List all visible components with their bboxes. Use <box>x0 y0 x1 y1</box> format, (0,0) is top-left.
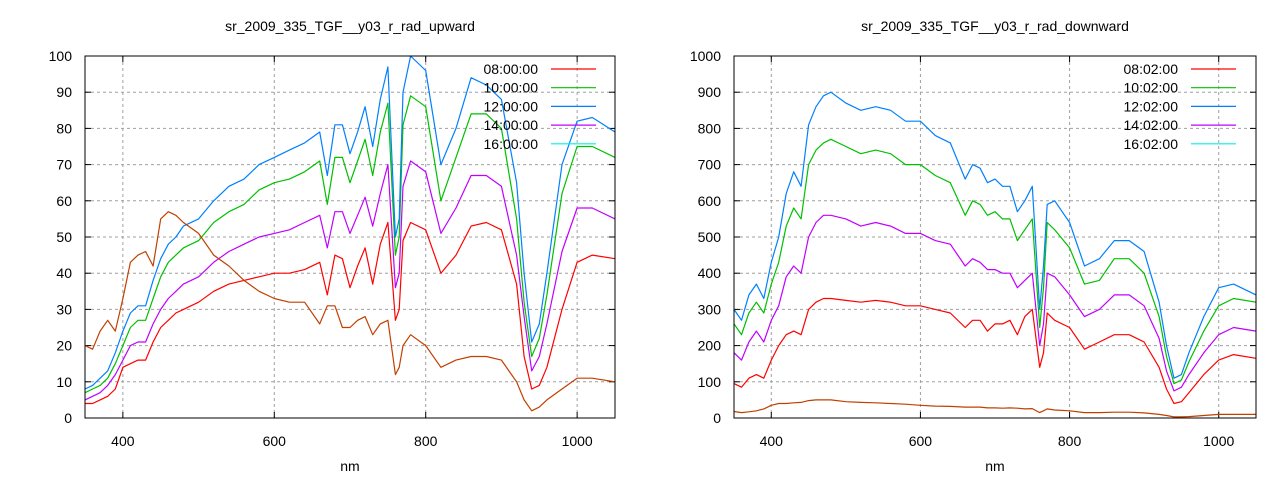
legend-label: 10:02:00 <box>1124 80 1179 96</box>
y-tick-label: 1000 <box>690 48 721 64</box>
legend-label: 10:00:00 <box>484 80 539 96</box>
y-tick-label: 80 <box>56 120 72 136</box>
series-line-140000 <box>84 160 616 401</box>
y-tick-label: 20 <box>56 338 72 354</box>
y-tick-label: 10 <box>56 374 72 390</box>
y-tick-label: 900 <box>698 84 722 100</box>
series-line-120000 <box>84 55 616 390</box>
y-tick-label: 800 <box>698 120 722 136</box>
y-tick-label: 200 <box>698 338 722 354</box>
legend-label: 14:00:00 <box>484 117 539 133</box>
plot-panel-1: 0 100 200 300 400 500 600 700 800 900 1000 400 600 80… <box>690 18 1257 474</box>
x-tick-label: 800 <box>1058 433 1082 449</box>
y-tick-label: 300 <box>698 301 722 317</box>
legend-label: 12:02:00 <box>1124 98 1179 114</box>
legend-label: 08:02:00 <box>1124 61 1179 77</box>
y-tick-label: 90 <box>56 84 72 100</box>
y-tick-label: 40 <box>56 265 72 281</box>
legend-label: 16:02:00 <box>1124 136 1179 152</box>
legend-label: 16:00:00 <box>484 136 539 152</box>
chart-title: sr_2009_335_TGF__y03_r_rad_upward <box>225 18 475 34</box>
legend-label: 08:00:00 <box>484 61 539 77</box>
x-axis-label: nm <box>985 458 1004 474</box>
x-axis-label: nm <box>340 458 359 474</box>
x-tick-label: 1000 <box>1203 433 1234 449</box>
y-tick-label: 60 <box>56 193 72 209</box>
series-line-140200 <box>733 214 1257 392</box>
x-tick-label: 400 <box>760 433 784 449</box>
series-line-100000 <box>84 95 616 394</box>
y-tick-label: 30 <box>56 301 72 317</box>
legend-label: 14:02:00 <box>1124 117 1179 133</box>
series-line-080000 <box>85 221 616 405</box>
series-line-160200 <box>733 399 1256 418</box>
x-tick-label: 800 <box>414 433 438 449</box>
y-tick-label: 700 <box>698 157 722 173</box>
series-line-100200 <box>733 138 1257 385</box>
x-tick-label: 1000 <box>562 433 593 449</box>
y-tick-label: 0 <box>713 410 721 426</box>
series-line-120200 <box>733 91 1257 379</box>
x-tick-label: 600 <box>909 433 933 449</box>
y-tick-label: 50 <box>56 229 72 245</box>
legend-label: 12:00:00 <box>484 98 539 114</box>
x-tick-label: 400 <box>111 433 135 449</box>
series-line-160000 <box>84 211 616 412</box>
y-tick-label: 400 <box>698 265 722 281</box>
y-tick-label: 100 <box>698 374 722 390</box>
y-tick-label: 0 <box>64 410 72 426</box>
plot-panel-0: 0 10 20 30 40 50 60 70 80 90 100 400 600 800 1000 08:00… <box>49 18 616 474</box>
y-tick-label: 70 <box>56 157 72 173</box>
y-tick-label: 600 <box>698 193 722 209</box>
y-tick-label: 500 <box>698 229 722 245</box>
plot-frame <box>84 55 616 419</box>
y-tick-label: 100 <box>49 48 73 64</box>
x-tick-label: 600 <box>263 433 287 449</box>
chart-title: sr_2009_335_TGF__y03_r_rad_downward <box>861 18 1129 34</box>
plot-frame <box>733 55 1257 419</box>
series-line-080200 <box>733 297 1257 405</box>
